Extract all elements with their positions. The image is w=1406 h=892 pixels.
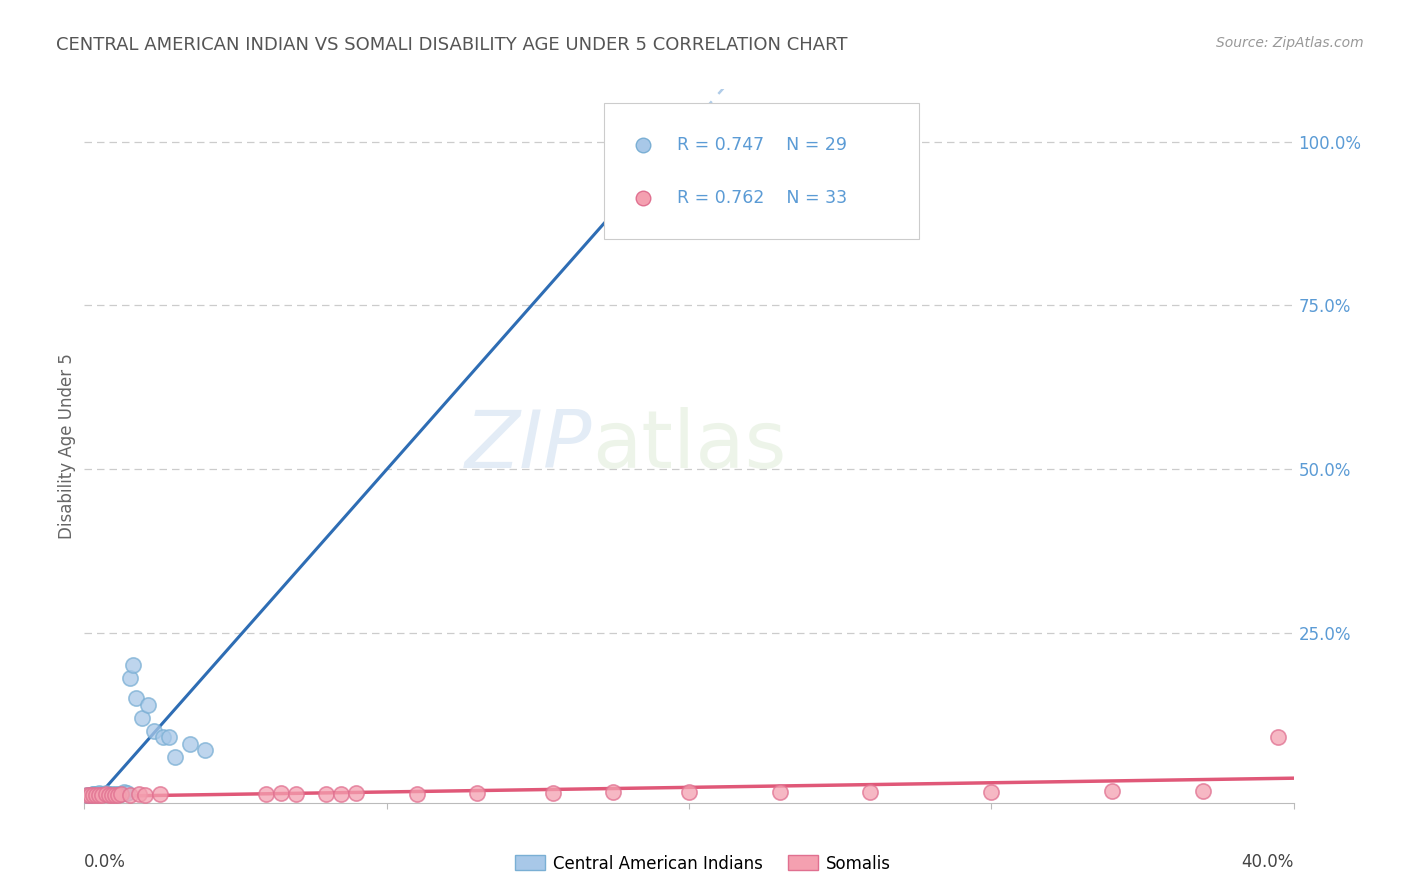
Point bbox=[97, 788, 120, 802]
Point bbox=[131, 711, 153, 725]
Point bbox=[346, 786, 368, 800]
Point bbox=[330, 787, 353, 801]
Point bbox=[76, 788, 98, 802]
Point bbox=[270, 786, 292, 800]
Point bbox=[91, 787, 114, 801]
Point bbox=[100, 788, 122, 802]
Point bbox=[1267, 731, 1289, 745]
Text: Source: ZipAtlas.com: Source: ZipAtlas.com bbox=[1216, 36, 1364, 50]
Point bbox=[104, 788, 127, 802]
Point bbox=[118, 672, 141, 686]
Point bbox=[617, 167, 640, 181]
Point bbox=[89, 787, 111, 801]
Point bbox=[406, 787, 429, 801]
Point bbox=[104, 787, 127, 801]
Point bbox=[94, 787, 117, 801]
Point bbox=[76, 788, 98, 802]
Point bbox=[1192, 784, 1215, 798]
Text: ZIP: ZIP bbox=[465, 407, 592, 485]
Point bbox=[107, 787, 129, 801]
Point bbox=[89, 788, 111, 802]
Point bbox=[769, 785, 792, 799]
Point bbox=[194, 743, 217, 757]
Point bbox=[128, 787, 150, 801]
Point bbox=[118, 788, 141, 802]
Point bbox=[157, 731, 180, 745]
Point bbox=[467, 786, 489, 800]
Point bbox=[110, 787, 132, 801]
Text: atlas: atlas bbox=[592, 407, 786, 485]
Point bbox=[1101, 784, 1123, 798]
Point bbox=[86, 787, 108, 801]
Point bbox=[134, 788, 156, 802]
Point bbox=[859, 785, 882, 799]
Point bbox=[86, 788, 108, 802]
Point bbox=[165, 750, 187, 764]
Point bbox=[112, 785, 135, 799]
Point bbox=[79, 788, 101, 802]
Point bbox=[94, 786, 117, 800]
Point bbox=[602, 785, 624, 799]
Point bbox=[97, 787, 120, 801]
Point bbox=[980, 785, 1002, 799]
Point bbox=[285, 787, 308, 801]
Point bbox=[82, 787, 104, 801]
Point bbox=[89, 786, 111, 800]
Text: R = 0.747    N = 29: R = 0.747 N = 29 bbox=[676, 136, 846, 153]
Point bbox=[179, 737, 201, 751]
Point bbox=[149, 787, 172, 801]
Text: CENTRAL AMERICAN INDIAN VS SOMALI DISABILITY AGE UNDER 5 CORRELATION CHART: CENTRAL AMERICAN INDIAN VS SOMALI DISABI… bbox=[56, 36, 848, 54]
Point bbox=[152, 731, 174, 745]
Point bbox=[541, 786, 564, 800]
Point bbox=[254, 787, 277, 801]
Point bbox=[107, 788, 129, 802]
FancyBboxPatch shape bbox=[605, 103, 918, 239]
Y-axis label: Disability Age Under 5: Disability Age Under 5 bbox=[58, 353, 76, 539]
Point bbox=[125, 691, 148, 706]
Text: R = 0.762    N = 33: R = 0.762 N = 33 bbox=[676, 189, 846, 207]
Point bbox=[678, 785, 700, 799]
Point bbox=[91, 788, 114, 802]
Point bbox=[115, 786, 138, 800]
Point bbox=[94, 787, 117, 801]
Point bbox=[136, 698, 159, 712]
Point bbox=[79, 788, 101, 802]
Text: 40.0%: 40.0% bbox=[1241, 853, 1294, 871]
Text: 0.0%: 0.0% bbox=[84, 853, 127, 871]
Point bbox=[110, 787, 132, 801]
Point bbox=[142, 723, 165, 738]
Point bbox=[82, 788, 104, 802]
Point bbox=[121, 658, 143, 673]
Legend: Central American Indians, Somalis: Central American Indians, Somalis bbox=[508, 848, 898, 880]
Point bbox=[100, 787, 122, 801]
Point bbox=[315, 787, 337, 801]
Point bbox=[82, 787, 104, 801]
